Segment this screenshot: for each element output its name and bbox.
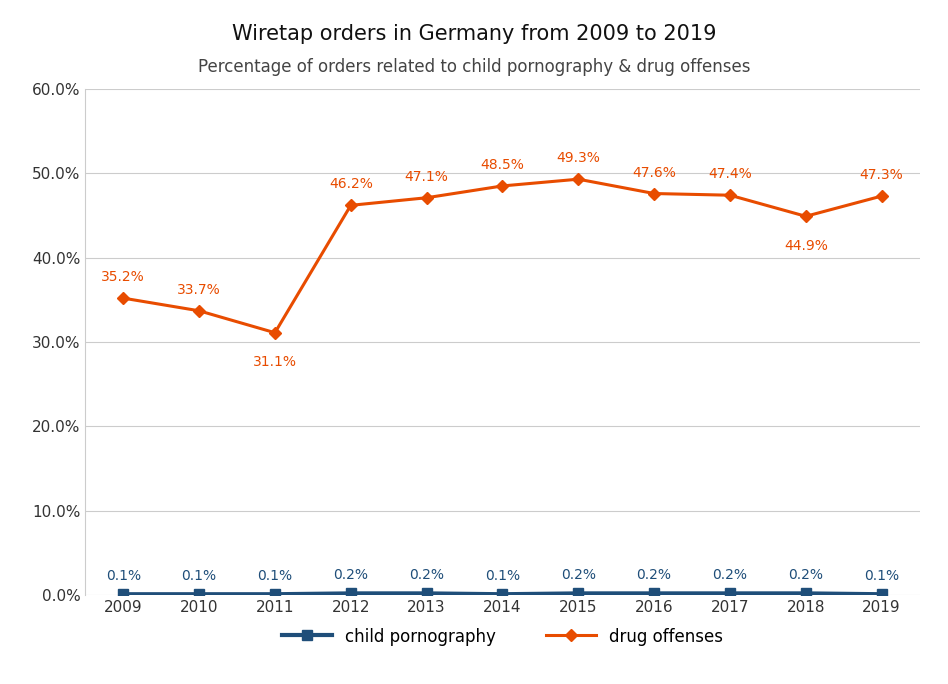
Text: 0.1%: 0.1%	[484, 569, 520, 583]
Text: 35.2%: 35.2%	[101, 270, 145, 285]
Text: 47.1%: 47.1%	[405, 170, 448, 184]
Text: 47.3%: 47.3%	[860, 168, 903, 182]
Text: 48.5%: 48.5%	[481, 158, 524, 172]
Text: 47.6%: 47.6%	[632, 166, 676, 180]
Text: 0.1%: 0.1%	[105, 569, 141, 583]
Text: Percentage of orders related to child pornography & drug offenses: Percentage of orders related to child po…	[198, 58, 750, 76]
Text: 31.1%: 31.1%	[253, 355, 297, 369]
Text: Wiretap orders in Germany from 2009 to 2019: Wiretap orders in Germany from 2009 to 2…	[231, 24, 717, 44]
Text: 0.2%: 0.2%	[789, 568, 823, 582]
Text: 47.4%: 47.4%	[708, 168, 752, 181]
Text: 0.1%: 0.1%	[864, 569, 900, 583]
Legend: child pornography, drug offenses: child pornography, drug offenses	[275, 621, 730, 653]
Text: 0.1%: 0.1%	[181, 569, 217, 583]
Text: 0.2%: 0.2%	[637, 568, 671, 582]
Text: 33.7%: 33.7%	[177, 283, 221, 297]
Text: 0.1%: 0.1%	[257, 569, 293, 583]
Text: 49.3%: 49.3%	[556, 151, 600, 166]
Text: 0.2%: 0.2%	[713, 568, 747, 582]
Text: 0.2%: 0.2%	[334, 568, 368, 582]
Text: 44.9%: 44.9%	[784, 239, 828, 252]
Text: 0.2%: 0.2%	[410, 568, 444, 582]
Title: Wiretap orders in Germany from 2009 to 2019
Percentage of orders related to chil: Wiretap orders in Germany from 2009 to 2…	[0, 683, 1, 684]
Text: 0.2%: 0.2%	[561, 568, 595, 582]
Text: 46.2%: 46.2%	[329, 177, 373, 192]
